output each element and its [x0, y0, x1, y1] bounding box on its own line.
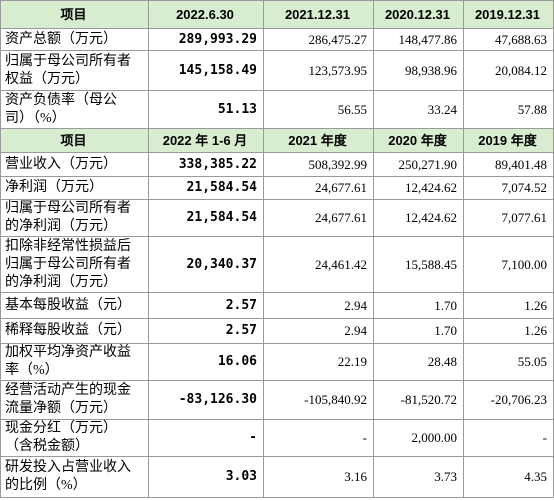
value-cell: 289,993.29	[148, 28, 264, 51]
value-cell: 7,077.61	[463, 199, 554, 237]
value-cell: 15,588.45	[373, 236, 464, 293]
value-cell: 12,424.62	[373, 176, 464, 200]
value-cell: -83,126.30	[148, 380, 264, 420]
value-cell: -	[463, 419, 554, 457]
value-cell: 16.06	[148, 343, 264, 381]
value-cell: 145,158.49	[148, 50, 264, 91]
value-cell: 20,340.37	[148, 236, 264, 293]
header-row: 项目 2022 年 1-6 月 2021 年度 2020 年度 2019 年度	[0, 128, 554, 153]
data-row: 稀释每股收益（元） 2.57 2.94 1.70 1.26	[0, 318, 554, 344]
header-cell: 2022.6.30	[148, 0, 264, 29]
data-row: 加权平均净资产收益率（%） 16.06 22.19 28.48 55.05	[0, 343, 554, 381]
value-cell: 89,401.48	[463, 152, 554, 177]
header-cell: 2022 年 1-6 月	[148, 128, 264, 153]
value-cell: 1.26	[463, 292, 554, 319]
value-cell: -	[148, 419, 264, 457]
value-cell: 2.57	[148, 318, 264, 344]
value-cell: 3.03	[148, 456, 264, 498]
value-cell: 2.57	[148, 292, 264, 319]
header-cell: 2020 年度	[373, 128, 464, 153]
data-row: 归属于母公司所有者权益（万元） 145,158.49 123,573.95 98,93…	[0, 50, 554, 91]
header-cell: 项目	[0, 128, 149, 153]
header-cell: 2021.12.31	[263, 0, 374, 29]
row-label: 经营活动产生的现金流量净额（万元）	[0, 380, 149, 420]
row-label: 归属于母公司所有者的净利润（万元）	[0, 199, 149, 237]
data-row: 经营活动产生的现金流量净额（万元） -83,126.30 -105,840.92 -8…	[0, 380, 554, 420]
row-label: 研发投入占营业收入的比例（%）	[0, 456, 149, 498]
value-cell: 21,584.54	[148, 176, 264, 200]
value-cell: 24,461.42	[263, 236, 374, 293]
value-cell: -	[263, 419, 374, 457]
header-cell: 2019.12.31	[463, 0, 554, 29]
data-row: 营业收入（万元） 338,385.22 508,392.99 250,271.90 89…	[0, 152, 554, 177]
row-label: 稀释每股收益（元）	[0, 318, 149, 344]
value-cell: 21,584.54	[148, 199, 264, 237]
value-cell: 7,100.00	[463, 236, 554, 293]
data-row: 归属于母公司所有者的净利润（万元） 21,584.54 24,677.61 12,42…	[0, 199, 554, 237]
header-row: 项目 2022.6.30 2021.12.31 2020.12.31 2019.12.3…	[0, 0, 554, 29]
value-cell: 33.24	[373, 90, 464, 129]
value-cell: 508,392.99	[263, 152, 374, 177]
value-cell: 28.48	[373, 343, 464, 381]
value-cell: 7,074.52	[463, 176, 554, 200]
value-cell: 3.16	[263, 456, 374, 498]
value-cell: 12,424.62	[373, 199, 464, 237]
data-row: 基本每股收益（元） 2.57 2.94 1.70 1.26	[0, 292, 554, 319]
value-cell: 1.26	[463, 318, 554, 344]
row-label: 归属于母公司所有者权益（万元）	[0, 50, 149, 91]
value-cell: 98,938.96	[373, 50, 464, 91]
value-cell: 4.35	[463, 456, 554, 498]
value-cell: 56.55	[263, 90, 374, 129]
data-row: 研发投入占营业收入的比例（%） 3.03 3.16 3.73 4.35	[0, 456, 554, 498]
row-label: 基本每股收益（元）	[0, 292, 149, 319]
data-row: 扣除非经常性损益后归属于母公司所有者的净利润（万元） 20,340.37 24,46…	[0, 236, 554, 293]
row-label: 扣除非经常性损益后归属于母公司所有者的净利润（万元）	[0, 236, 149, 293]
row-label: 净利润（万元）	[0, 176, 149, 200]
row-label: 资产负债率（母公司）（%）	[0, 90, 149, 129]
header-cell: 项目	[0, 0, 149, 29]
value-cell: 250,271.90	[373, 152, 464, 177]
value-cell: 338,385.22	[148, 152, 264, 177]
row-label: 加权平均净资产收益率（%）	[0, 343, 149, 381]
row-label: 现金分红（万元）（含税金额）	[0, 419, 149, 457]
value-cell: 2,000.00	[373, 419, 464, 457]
value-cell: -105,840.92	[263, 380, 374, 420]
value-cell: -81,520.72	[373, 380, 464, 420]
value-cell: 1.70	[373, 292, 464, 319]
header-cell: 2020.12.31	[373, 0, 464, 29]
value-cell: 148,477.86	[373, 28, 464, 51]
value-cell: 55.05	[463, 343, 554, 381]
header-cell: 2021 年度	[263, 128, 374, 153]
row-label: 资产总额（万元）	[0, 28, 149, 51]
value-cell: 22.19	[263, 343, 374, 381]
header-cell: 2019 年度	[463, 128, 554, 153]
value-cell: 57.88	[463, 90, 554, 129]
value-cell: 47,688.63	[463, 28, 554, 51]
value-cell: 123,573.95	[263, 50, 374, 91]
data-row: 资产负债率（母公司）（%） 51.13 56.55 33.24 57.88	[0, 90, 554, 129]
value-cell: 286,475.27	[263, 28, 374, 51]
value-cell: -20,706.23	[463, 380, 554, 420]
row-label: 营业收入（万元）	[0, 152, 149, 177]
value-cell: 2.94	[263, 292, 374, 319]
value-cell: 1.70	[373, 318, 464, 344]
value-cell: 51.13	[148, 90, 264, 129]
value-cell: 2.94	[263, 318, 374, 344]
data-row: 现金分红（万元）（含税金额） - -2,000.00-	[0, 419, 554, 457]
value-cell: 24,677.61	[263, 176, 374, 200]
value-cell: 3.73	[373, 456, 464, 498]
data-row: 资产总额（万元） 289,993.29 286,475.27 148,477.86 47…	[0, 28, 554, 51]
value-cell: 20,084.12	[463, 50, 554, 91]
data-row: 净利润（万元） 21,584.54 24,677.61 12,424.62 7,074.…	[0, 176, 554, 200]
value-cell: 24,677.61	[263, 199, 374, 237]
